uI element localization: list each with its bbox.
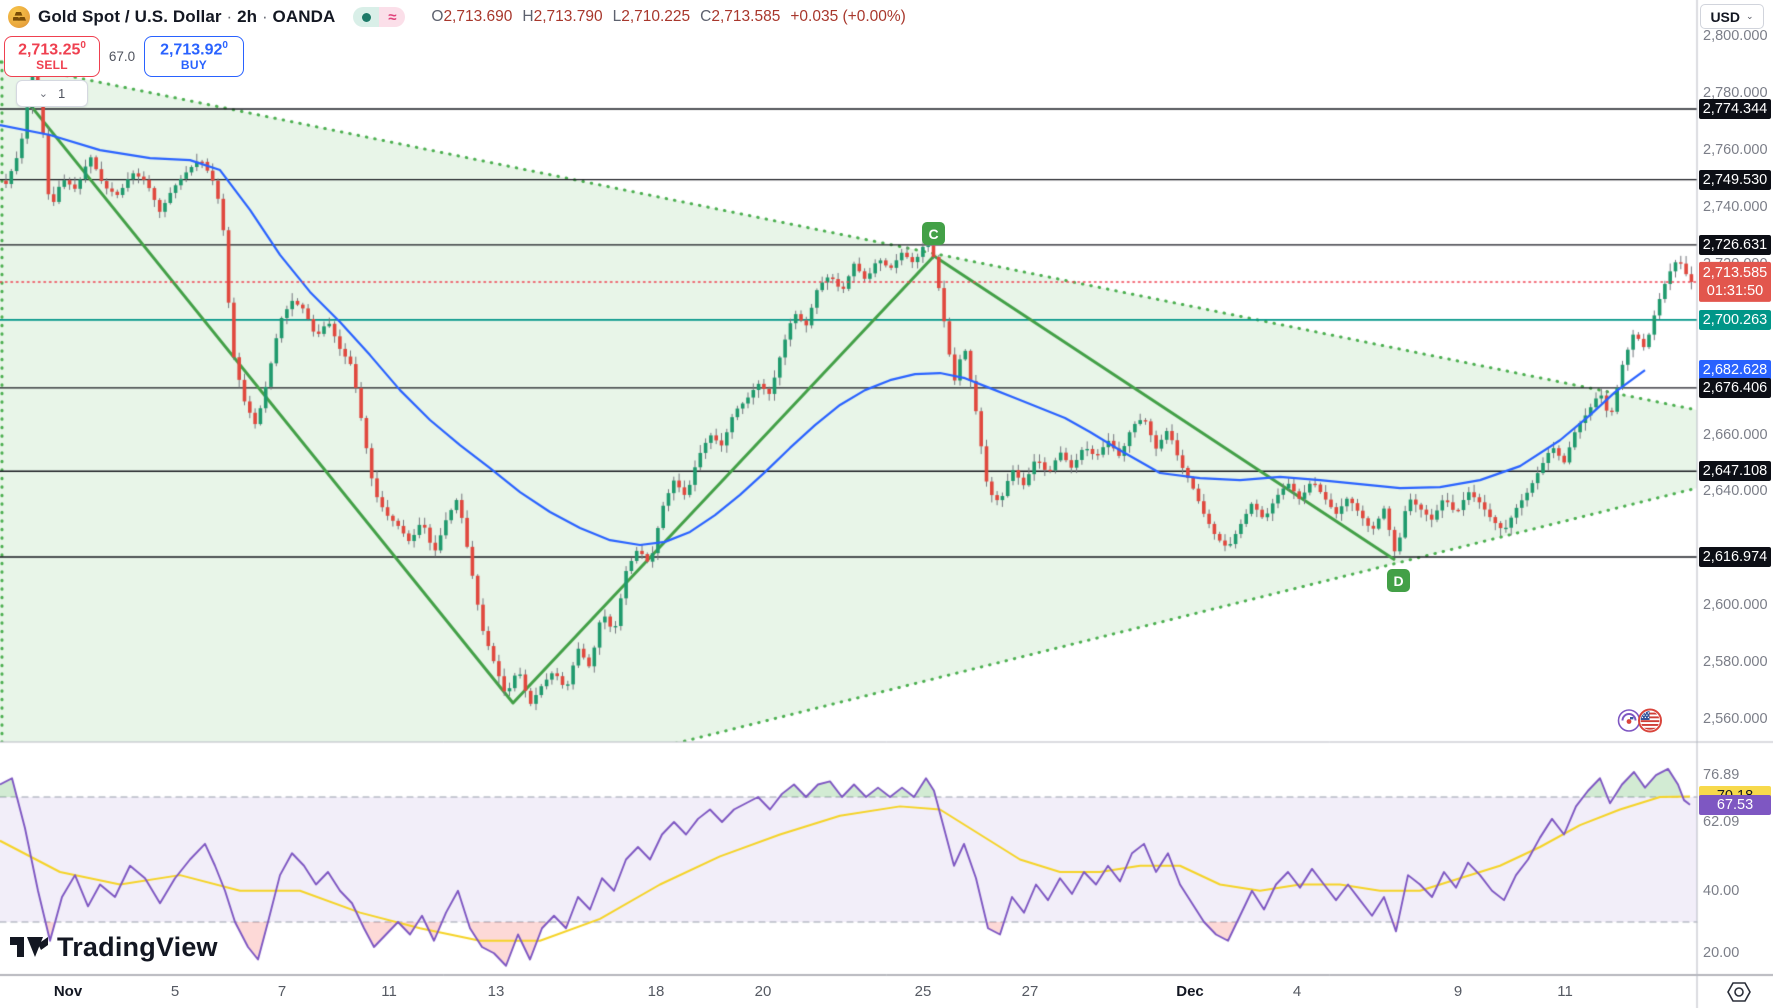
price-level-badge: 2,676.406 bbox=[1699, 377, 1771, 398]
hidden-indicator-count: 1 bbox=[57, 86, 66, 101]
price-level-badge: 2,726.631 bbox=[1699, 234, 1771, 255]
gold-symbol-icon bbox=[8, 6, 30, 28]
buy-label: BUY bbox=[180, 58, 208, 73]
usd-flag-icon bbox=[1638, 708, 1662, 733]
market-open-dot-icon bbox=[361, 12, 371, 22]
delayed-data-indicator[interactable]: ≈ bbox=[379, 7, 406, 27]
sell-label: SELL bbox=[36, 58, 68, 73]
time-tick: 4 bbox=[1292, 983, 1302, 1000]
approx-icon: ≈ bbox=[388, 8, 397, 26]
price-level-badge: 2,616.974 bbox=[1699, 547, 1771, 568]
market-status-pills: ≈ bbox=[353, 7, 406, 27]
buy-button[interactable]: 2,713.920 BUY bbox=[144, 36, 244, 77]
time-tick: 5 bbox=[170, 983, 180, 1000]
price-tick: 2,760.000 bbox=[1703, 141, 1768, 158]
last-price-badge: 2,713.585 01:31:50 bbox=[1699, 261, 1771, 303]
time-tick: 25 bbox=[914, 983, 932, 1000]
gold-bars-glyph bbox=[12, 11, 26, 21]
rsi-tick: 40.00 bbox=[1703, 882, 1740, 899]
price-tick: 2,740.000 bbox=[1703, 198, 1768, 215]
rsi-tick: 62.09 bbox=[1703, 813, 1740, 830]
symbol-pair-logos bbox=[1617, 708, 1663, 733]
price-tick: 2,600.000 bbox=[1703, 597, 1768, 614]
trade-panel: 2,713.250 SELL 67.0 2,713.920 BUY bbox=[4, 36, 244, 77]
price-level-badge: 2,682.628 bbox=[1699, 360, 1771, 381]
price-level-badge: 2,774.344 bbox=[1699, 99, 1771, 119]
tradingview-logo-icon bbox=[10, 937, 48, 957]
chevron-down-icon: ⌄ bbox=[1746, 11, 1754, 21]
pattern-point-d-badge[interactable]: D bbox=[1387, 569, 1410, 592]
currency-label: USD bbox=[1710, 8, 1740, 25]
change-value: +0.035 (+0.00%) bbox=[790, 8, 906, 25]
buy-price: 2,713.920 bbox=[160, 40, 228, 59]
price-tick: 2,560.000 bbox=[1703, 711, 1768, 728]
time-tick: Nov bbox=[53, 983, 83, 1000]
tradingview-logo[interactable]: TradingView bbox=[10, 931, 218, 963]
price-tick: 2,780.000 bbox=[1703, 84, 1768, 101]
time-tick: 9 bbox=[1453, 983, 1463, 1000]
time-tick: 11 bbox=[1557, 983, 1573, 1000]
chevron-down-icon: ⌄ bbox=[38, 88, 48, 100]
open-value: O2,713.690 bbox=[431, 8, 513, 25]
scale-settings-icon[interactable] bbox=[1726, 980, 1752, 1008]
time-tick: 20 bbox=[754, 983, 772, 1000]
price-level-badge: 2,749.530 bbox=[1699, 169, 1771, 190]
pattern-point-c-badge[interactable]: C bbox=[922, 222, 945, 245]
market-open-indicator[interactable] bbox=[353, 7, 380, 27]
price-level-badge: 2,700.263 bbox=[1699, 309, 1771, 330]
symbol-header: Gold Spot / U.S. Dollar · 2h · OANDA ≈ O… bbox=[8, 6, 906, 28]
spread-value: 67.0 bbox=[108, 49, 136, 64]
symbol-title[interactable]: Gold Spot / U.S. Dollar · 2h · OANDA bbox=[38, 7, 336, 26]
price-level-badge: 2,647.108 bbox=[1699, 461, 1771, 482]
price-tick: 2,660.000 bbox=[1703, 426, 1768, 443]
high-value: H2,713.790 bbox=[522, 8, 603, 25]
time-tick: 11 bbox=[381, 983, 397, 1000]
price-tick: 2,800.000 bbox=[1703, 27, 1768, 44]
rsi-value-badge: 67.53 bbox=[1699, 794, 1771, 815]
time-tick: 27 bbox=[1021, 983, 1039, 1000]
collapse-indicators-button[interactable]: ⌄ 1 bbox=[16, 80, 88, 107]
sell-price: 2,713.250 bbox=[18, 40, 86, 59]
gold-logo-icon bbox=[1617, 709, 1641, 732]
ohlc-readout: O2,713.690 H2,713.790 L2,710.225 C2,713.… bbox=[431, 8, 905, 26]
currency-selector-button[interactable]: USD ⌄ bbox=[1700, 4, 1764, 29]
close-value: C2,713.585 bbox=[700, 8, 781, 25]
tradingview-wordmark: TradingView bbox=[57, 931, 218, 962]
time-tick: Dec bbox=[1176, 983, 1204, 1000]
sell-button[interactable]: 2,713.250 SELL bbox=[4, 36, 100, 77]
price-tick: 2,640.000 bbox=[1703, 483, 1768, 500]
rsi-tick: 76.89 bbox=[1703, 767, 1740, 784]
low-value: L2,710.225 bbox=[612, 8, 691, 25]
time-tick: 18 bbox=[647, 983, 665, 1000]
time-tick: 13 bbox=[487, 983, 505, 1000]
rsi-tick: 20.00 bbox=[1703, 945, 1740, 962]
price-tick: 2,580.000 bbox=[1703, 654, 1768, 671]
time-tick: 7 bbox=[277, 983, 287, 1000]
